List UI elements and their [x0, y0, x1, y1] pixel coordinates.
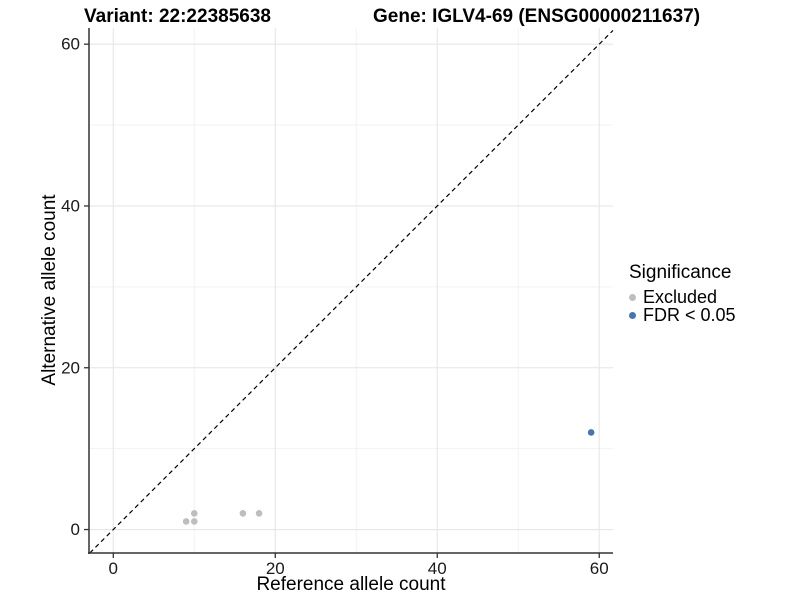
- legend-item-excluded: Excluded: [629, 286, 736, 307]
- x-tick-label: 20: [266, 559, 285, 578]
- y-tick-label: 0: [71, 520, 80, 539]
- x-tick-label: 60: [590, 559, 609, 578]
- fdr-point-icon: [629, 311, 636, 319]
- legend-item-label: Excluded: [643, 286, 718, 307]
- legend-title: Significance: [629, 262, 732, 283]
- y-axis-title: Alternative allele count: [39, 194, 60, 386]
- gene-title: Gene: IGLV4-69 (ENSG00000211637): [373, 6, 701, 27]
- x-tick-label: 0: [109, 559, 118, 578]
- x-axis-title: Reference allele count: [256, 574, 446, 595]
- data-point-excluded: [182, 518, 190, 525]
- y-tick-label: 60: [61, 35, 80, 54]
- legend-item-fdr: FDR < 0.05: [629, 304, 736, 325]
- identity-line: [89, 30, 614, 554]
- excluded-point-icon: [629, 293, 636, 301]
- variant-title: Variant: 22:22385638: [84, 6, 271, 27]
- x-tick-label: 40: [428, 559, 447, 578]
- data-point-fdr-0-05: [587, 429, 595, 436]
- data-point-excluded: [190, 510, 198, 517]
- y-tick-label: 40: [61, 196, 80, 215]
- data-point-excluded: [239, 510, 247, 517]
- legend: Significance Excluded FDR < 0.05: [629, 262, 736, 325]
- data-point-excluded: [190, 518, 198, 525]
- data-point-excluded: [255, 510, 263, 517]
- legend-item-label: FDR < 0.05: [643, 304, 736, 325]
- y-tick-label: 20: [61, 358, 80, 377]
